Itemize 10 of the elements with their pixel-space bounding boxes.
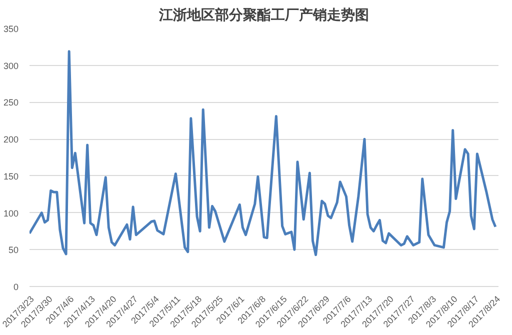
- y-tick-label: 300: [3, 60, 19, 71]
- y-tick-label: 350: [3, 24, 19, 34]
- y-tick-label: 150: [3, 171, 19, 182]
- y-tick-label: 100: [3, 208, 19, 218]
- y-tick-label: 250: [3, 98, 19, 108]
- line-series: [30, 50, 497, 256]
- y-tick-label: 0: [13, 282, 19, 292]
- y-tick-label: 200: [3, 134, 19, 145]
- chart-title: 江浙地区部分聚酯工厂产销走势图: [158, 6, 369, 24]
- y-tick-label: 50: [8, 245, 19, 256]
